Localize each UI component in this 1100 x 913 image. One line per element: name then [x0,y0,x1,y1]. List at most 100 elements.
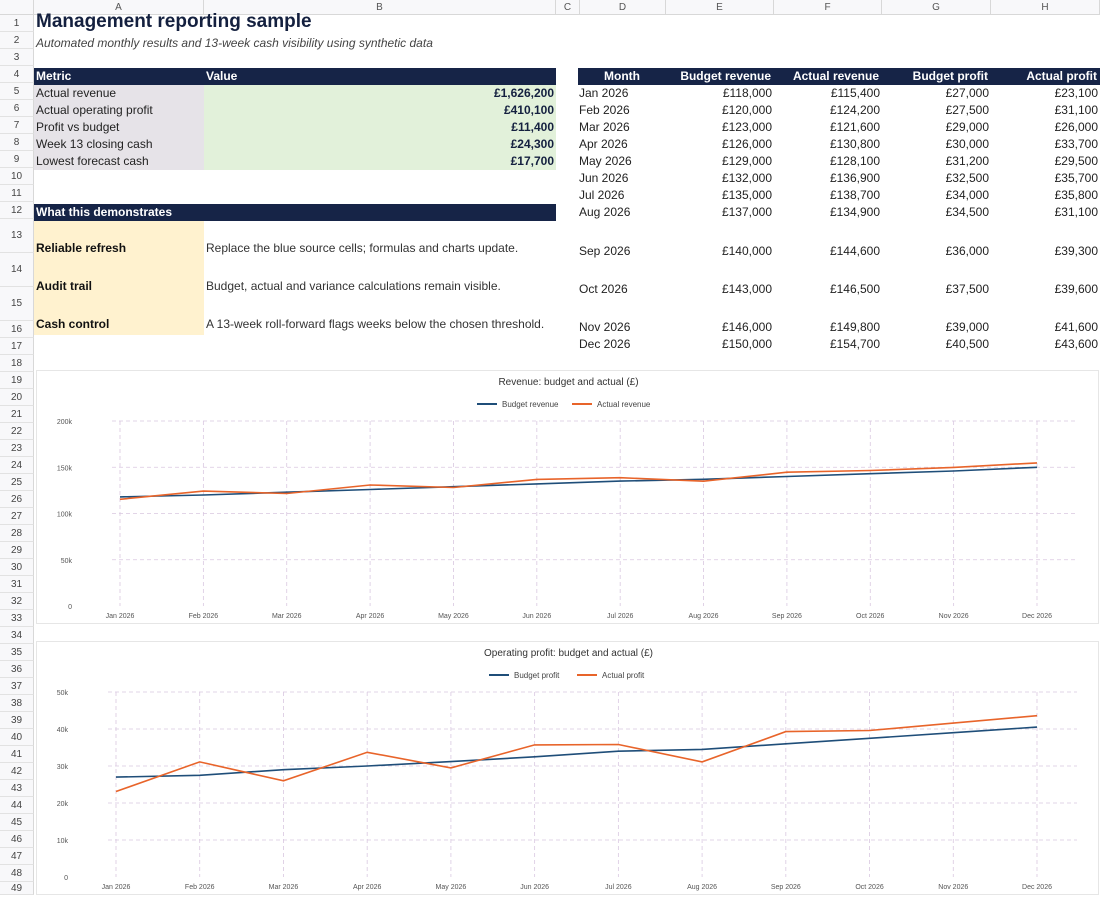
monthly-value-cell[interactable]: £134,900 [829,205,880,219]
row-header-11[interactable]: 11 [0,185,34,202]
row-header-45[interactable]: 45 [0,814,34,831]
monthly-value-cell[interactable]: £30,000 [945,137,989,151]
monthly-value-cell[interactable]: £35,800 [1054,188,1098,202]
monthly-value-cell[interactable]: £137,000 [721,205,772,219]
row-header-4[interactable]: 4 [0,66,34,83]
row-header-38[interactable]: 38 [0,695,34,712]
monthly-header-cell[interactable]: Actual profit [991,68,1100,85]
row-header-10[interactable]: 10 [0,168,34,185]
row-header-20[interactable]: 20 [0,389,34,406]
column-header-g[interactable]: G [882,0,991,15]
row-header-47[interactable]: 47 [0,848,34,865]
monthly-value-cell[interactable]: £27,500 [945,103,989,117]
column-header-h[interactable]: H [991,0,1100,15]
monthly-value-cell[interactable]: £34,000 [945,188,989,202]
month-cell[interactable]: Dec 2026 [579,337,631,351]
row-header-25[interactable]: 25 [0,474,34,491]
month-cell[interactable]: Jun 2026 [579,171,629,185]
row-header-40[interactable]: 40 [0,729,34,746]
demo-text-cell[interactable]: A 13-week roll-forward flags weeks below… [206,317,545,331]
row-header-3[interactable]: 3 [0,49,34,66]
row-header-46[interactable]: 46 [0,831,34,848]
row-header-39[interactable]: 39 [0,712,34,729]
monthly-value-cell[interactable]: £39,000 [945,320,989,334]
monthly-value-cell[interactable]: £154,700 [829,337,880,351]
row-header-7[interactable]: 7 [0,117,34,134]
kpi-header-value[interactable]: Value [204,68,556,85]
row-header-44[interactable]: 44 [0,797,34,814]
monthly-value-cell[interactable]: £146,000 [721,320,772,334]
revenue-chart[interactable]: Revenue: budget and actual (£) Budget rev… [36,370,1099,624]
row-header-41[interactable]: 41 [0,746,34,763]
monthly-value-cell[interactable]: £39,300 [1054,244,1098,258]
row-header-49[interactable]: 49 [0,882,34,895]
row-header-23[interactable]: 23 [0,440,34,457]
monthly-value-cell[interactable]: £115,400 [830,86,880,100]
row-header-34[interactable]: 34 [0,627,34,644]
column-header-a[interactable]: A [34,0,204,15]
monthly-header-cell[interactable]: Budget revenue [666,68,774,85]
monthly-value-cell[interactable]: £31,100 [1054,103,1098,117]
kpi-metric-cell[interactable]: Week 13 closing cash [34,136,204,153]
kpi-value-cell[interactable]: £1,626,200 [204,85,556,102]
row-header-1[interactable]: 1 [0,15,34,32]
monthly-header-cell[interactable]: Month [578,68,666,85]
monthly-value-cell[interactable]: £135,000 [721,188,772,202]
monthly-value-cell[interactable]: £143,000 [721,282,772,296]
month-cell[interactable]: Apr 2026 [579,137,628,151]
monthly-value-cell[interactable]: £149,800 [829,320,880,334]
row-header-14[interactable]: 14 [0,253,34,287]
monthly-value-cell[interactable]: £40,500 [945,337,989,351]
row-header-21[interactable]: 21 [0,406,34,423]
row-header-37[interactable]: 37 [0,678,34,695]
legend-item[interactable]: Budget revenue [477,400,559,409]
monthly-value-cell[interactable]: £37,500 [945,282,989,296]
month-cell[interactable]: Sep 2026 [579,244,631,258]
kpi-metric-cell[interactable]: Lowest forecast cash [34,153,204,170]
kpi-metric-cell[interactable]: Actual operating profit [34,102,204,119]
kpi-value-cell[interactable]: £17,700 [204,153,556,170]
row-header-6[interactable]: 6 [0,100,34,117]
row-header-33[interactable]: 33 [0,610,34,627]
profit-chart[interactable]: Operating profit: budget and actual (£) B… [36,641,1099,895]
monthly-value-cell[interactable]: £132,000 [721,171,772,185]
kpi-value-cell[interactable]: £11,400 [204,119,556,136]
monthly-value-cell[interactable]: £29,000 [945,120,989,134]
monthly-value-cell[interactable]: £121,600 [829,120,880,134]
monthly-value-cell[interactable]: £123,000 [721,120,772,134]
monthly-value-cell[interactable]: £31,200 [945,154,989,168]
kpi-header-metric[interactable]: Metric [34,68,204,85]
month-cell[interactable]: Aug 2026 [579,205,631,219]
monthly-value-cell[interactable]: £146,500 [829,282,880,296]
month-cell[interactable]: Mar 2026 [579,120,630,134]
column-header-b[interactable]: B [204,0,556,15]
monthly-value-cell[interactable]: £31,100 [1054,205,1098,219]
select-all-corner[interactable] [0,0,34,15]
monthly-value-cell[interactable]: £41,600 [1054,320,1098,334]
row-header-30[interactable]: 30 [0,559,34,576]
monthly-value-cell[interactable]: £128,100 [829,154,880,168]
row-header-15[interactable]: 15 [0,287,34,321]
month-cell[interactable]: Jul 2026 [579,188,625,202]
monthly-value-cell[interactable]: £34,500 [945,205,989,219]
row-header-5[interactable]: 5 [0,83,34,100]
monthly-value-cell[interactable]: £43,600 [1054,337,1098,351]
monthly-value-cell[interactable]: £120,000 [721,103,772,117]
monthly-header-cell[interactable]: Budget profit [882,68,991,85]
kpi-value-cell[interactable]: £24,300 [204,136,556,153]
monthly-value-cell[interactable]: £138,700 [829,188,880,202]
monthly-value-cell[interactable]: £144,600 [829,244,880,258]
legend-item[interactable]: Budget profit [489,671,560,680]
demo-label-cell[interactable]: Cash control [34,297,204,335]
column-header-d[interactable]: D [580,0,666,15]
monthly-value-cell[interactable]: £140,000 [721,244,772,258]
row-header-8[interactable]: 8 [0,134,34,151]
monthly-value-cell[interactable]: £130,800 [829,137,880,151]
row-header-19[interactable]: 19 [0,372,34,389]
row-header-22[interactable]: 22 [0,423,34,440]
monthly-value-cell[interactable]: £129,000 [721,154,772,168]
kpi-value-cell[interactable]: £410,100 [204,102,556,119]
row-header-12[interactable]: 12 [0,202,34,219]
row-header-42[interactable]: 42 [0,763,34,780]
row-header-31[interactable]: 31 [0,576,34,593]
